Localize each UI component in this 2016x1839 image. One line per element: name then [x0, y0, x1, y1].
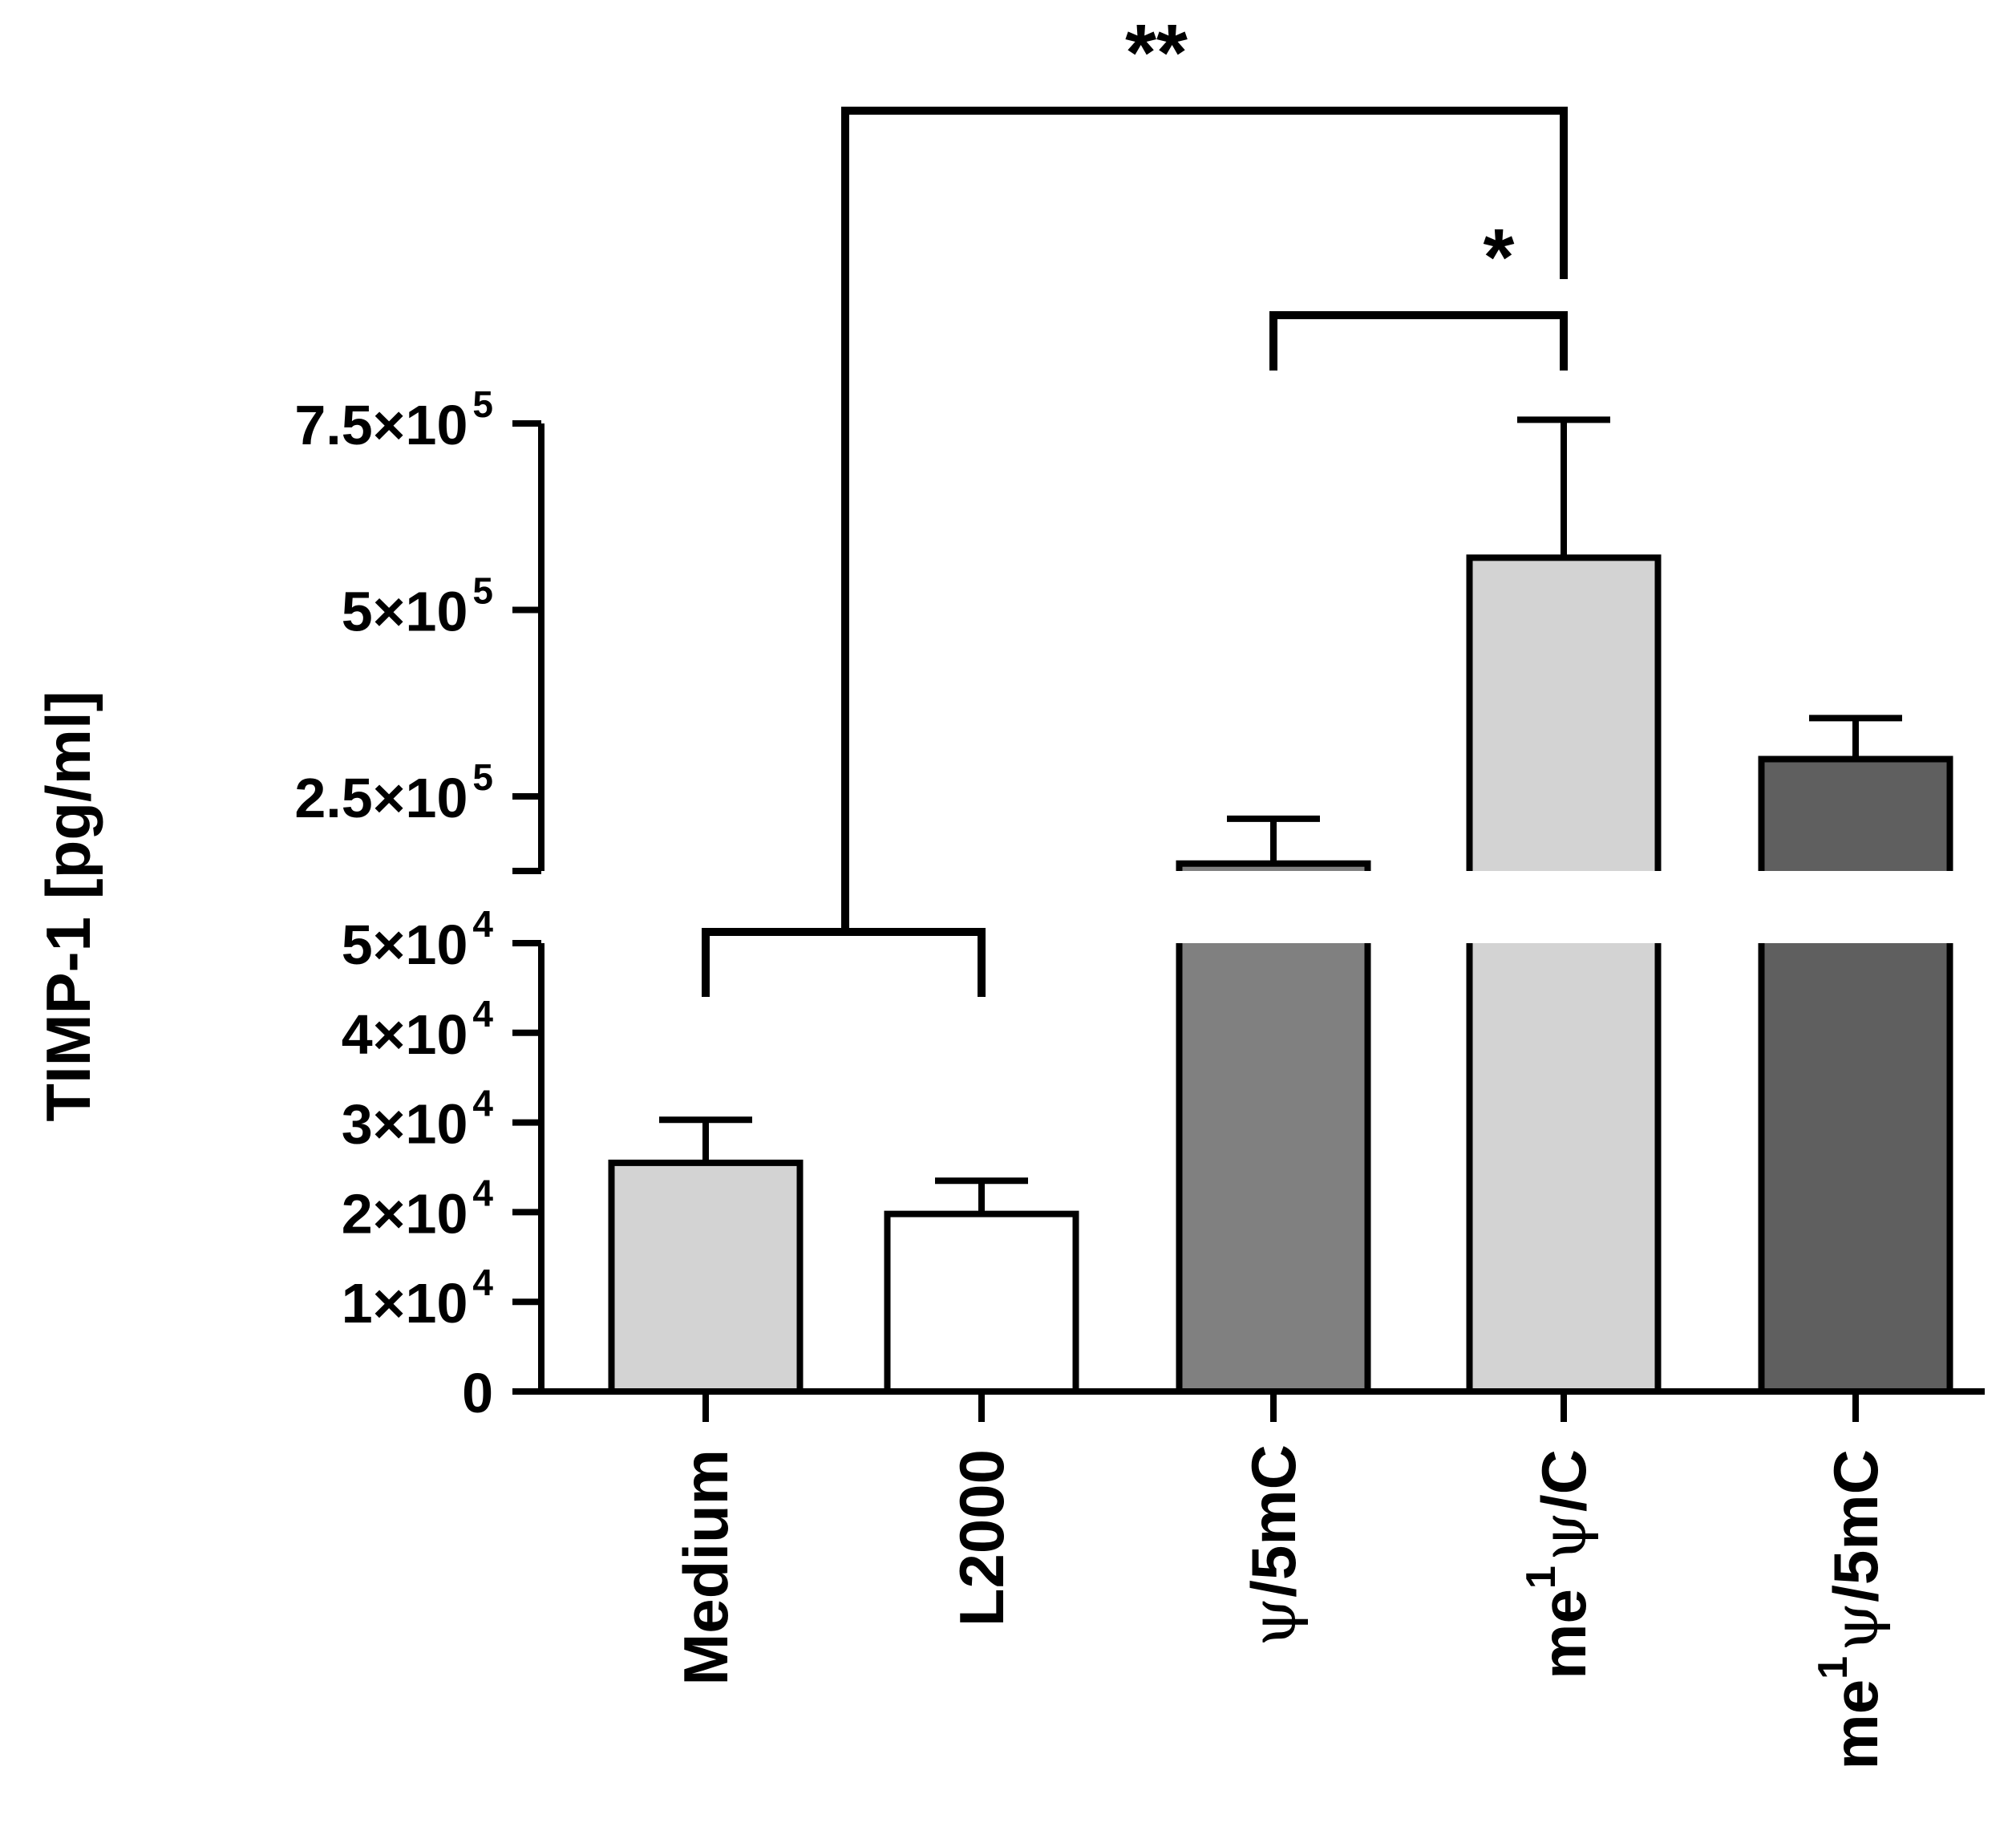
- sig-bracket-single: [1269, 311, 1568, 371]
- x-label-suffix: /C: [1528, 1449, 1599, 1512]
- y-tick-label-exponent: 4: [472, 903, 493, 945]
- y-tick-label-exponent: 5: [472, 570, 493, 612]
- x-label-psi: ψ: [1820, 1602, 1893, 1651]
- y-tick-label: 4×10 4: [342, 993, 494, 1066]
- y-tick-label: 5×10 4: [342, 903, 494, 976]
- y-tick-label: 3×10 4: [342, 1083, 494, 1156]
- significance-group: ***: [702, 8, 1568, 997]
- y-tick-label-exponent: 5: [472, 756, 493, 798]
- x-label-psi: ψ: [1528, 1512, 1601, 1561]
- bar-medium: [608, 1159, 804, 1395]
- sig-sub-bracket: [702, 928, 986, 997]
- x-label-me1psi_c: me1ψ/C: [1518, 1449, 1601, 1679]
- sig-label-single: *: [1484, 213, 1515, 302]
- y-tick-label: 5×10 5: [342, 570, 493, 643]
- y-tick-label: 0: [462, 1362, 493, 1424]
- x-label-suffix: /5mC: [1820, 1449, 1891, 1602]
- y-tick-label: 2×10 4: [342, 1172, 494, 1245]
- x-label-l2000: L2000: [946, 1449, 1017, 1626]
- y-tick-label-exponent: 4: [472, 1262, 493, 1303]
- bar-me1psi_c-upper: [1469, 557, 1658, 871]
- x-label-superscript: 1: [1518, 1566, 1565, 1589]
- bar-psi_5mc-upper: [1179, 863, 1368, 871]
- bar-me1psi_c-lower: [1469, 943, 1658, 1391]
- bar-l2000: [884, 1210, 1079, 1395]
- y-tick-label-exponent: 4: [472, 993, 493, 1035]
- y-tick-label: 1×10 4: [342, 1262, 494, 1335]
- x-label-superscript: 1: [1810, 1656, 1856, 1679]
- x-label-suffix: /5mC: [1238, 1444, 1309, 1598]
- y-tick-label-exponent: 5: [472, 383, 493, 425]
- y-tick-label: 2.5×10 5: [294, 756, 493, 829]
- y-axis-label: TIMP-1 [pg/ml]: [33, 691, 103, 1121]
- y-ticks-group: 0 1×10 4 2×10 4 3×10 4 4×10 4 5×10 4 2.5×10 5 5×10 5 7.…: [294, 383, 541, 1424]
- sig-label-double: **: [1125, 8, 1188, 98]
- x-label-psi: ψ: [1238, 1598, 1310, 1647]
- bar-me1psi_5mc-upper: [1761, 759, 1950, 871]
- bar-psi_5mc-lower: [1179, 943, 1368, 1391]
- x-label-medium: Medium: [670, 1449, 741, 1686]
- x-label-psi_5mc: ψ/5mC: [1238, 1444, 1310, 1647]
- y-tick-label: 7.5×10 5: [294, 383, 493, 456]
- sig-bracket-double: [841, 107, 1568, 932]
- bar-me1psi_5mc-lower: [1761, 943, 1950, 1391]
- bars-group: [608, 416, 1953, 1395]
- y-tick-label-exponent: 4: [472, 1172, 493, 1213]
- x-label-me1psi_5mc: me1ψ/5mC: [1810, 1449, 1893, 1770]
- y-tick-label-exponent: 4: [472, 1083, 493, 1124]
